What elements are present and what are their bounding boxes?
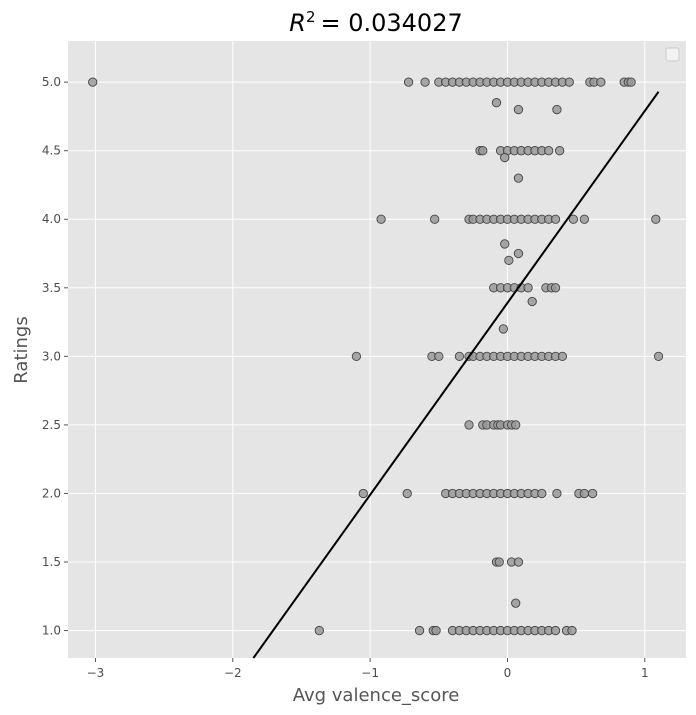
y-tick-label: 3.5 bbox=[42, 281, 61, 295]
data-point bbox=[491, 98, 502, 108]
data-point bbox=[420, 77, 430, 87]
data-point bbox=[358, 488, 368, 499]
data-point bbox=[513, 173, 524, 183]
regression-line bbox=[252, 91, 660, 659]
data-point bbox=[527, 296, 537, 307]
data-point bbox=[579, 214, 590, 224]
data-point bbox=[454, 351, 465, 362]
data-point bbox=[511, 598, 521, 608]
data-points bbox=[88, 77, 664, 636]
data-point bbox=[544, 146, 554, 156]
x-tick-label: −2 bbox=[224, 666, 242, 680]
data-point bbox=[430, 214, 440, 224]
regression-line-group bbox=[252, 91, 660, 659]
x-tick-label: −3 bbox=[87, 666, 105, 680]
data-point bbox=[403, 77, 414, 87]
legend-box bbox=[665, 47, 680, 62]
data-point bbox=[564, 77, 574, 87]
y-tick-label: 4.5 bbox=[42, 144, 61, 158]
data-point bbox=[579, 488, 590, 499]
data-point bbox=[550, 625, 561, 636]
data-point bbox=[555, 146, 565, 156]
y-tick-label: 5.0 bbox=[42, 75, 61, 89]
data-point bbox=[568, 214, 579, 224]
data-point bbox=[596, 77, 606, 87]
y-axis-title: Ratings bbox=[11, 316, 32, 383]
data-point bbox=[513, 557, 524, 567]
x-tick-label: 0 bbox=[504, 666, 512, 680]
data-point bbox=[587, 488, 598, 499]
data-point bbox=[494, 557, 504, 567]
data-point bbox=[513, 248, 524, 259]
data-point bbox=[431, 625, 441, 636]
y-tick-label: 4.0 bbox=[42, 212, 61, 226]
tick-labels: −3 −2 −1 0 1 1.0 1.5 2.0 2.5 3.0 3.5 4.0 4.5 5.0 bbox=[42, 75, 649, 680]
data-point bbox=[550, 214, 561, 224]
data-point bbox=[513, 104, 524, 115]
data-point bbox=[523, 283, 533, 293]
chart-title-symbol: R bbox=[289, 9, 306, 37]
data-point bbox=[626, 77, 636, 87]
data-point bbox=[550, 283, 561, 293]
data-point bbox=[500, 152, 510, 163]
data-point bbox=[376, 214, 386, 224]
y-tick-label: 3.0 bbox=[42, 349, 61, 363]
data-point bbox=[537, 488, 547, 499]
y-tick-label: 1.5 bbox=[42, 555, 61, 569]
data-point bbox=[552, 488, 562, 499]
data-point bbox=[88, 77, 98, 87]
data-point bbox=[314, 625, 324, 636]
data-point bbox=[504, 255, 514, 266]
y-tick-label: 2.0 bbox=[42, 486, 61, 500]
data-point bbox=[567, 625, 577, 636]
data-point bbox=[498, 324, 508, 334]
x-tick-label: −1 bbox=[361, 666, 379, 680]
data-point bbox=[557, 351, 568, 362]
chart-title-exponent: 2 bbox=[306, 8, 316, 26]
y-tick-label: 2.5 bbox=[42, 418, 61, 432]
data-point bbox=[434, 351, 444, 362]
data-point bbox=[414, 625, 425, 636]
data-point bbox=[402, 488, 412, 499]
data-point bbox=[500, 239, 510, 249]
x-axis-title: Avg valence_score bbox=[293, 685, 460, 706]
data-point bbox=[478, 146, 488, 156]
data-point bbox=[552, 104, 562, 115]
data-point bbox=[651, 214, 661, 224]
data-point bbox=[351, 351, 362, 362]
y-tick-label: 1.0 bbox=[42, 624, 61, 638]
chart-title: R2 = 0.034027 bbox=[289, 8, 463, 37]
data-point bbox=[464, 420, 474, 430]
x-tick-label: 1 bbox=[641, 666, 649, 680]
plot-area bbox=[68, 41, 686, 658]
data-point bbox=[511, 420, 521, 430]
gridlines bbox=[68, 41, 686, 658]
chart-title-value: = 0.034027 bbox=[320, 9, 462, 37]
data-point bbox=[653, 351, 664, 362]
